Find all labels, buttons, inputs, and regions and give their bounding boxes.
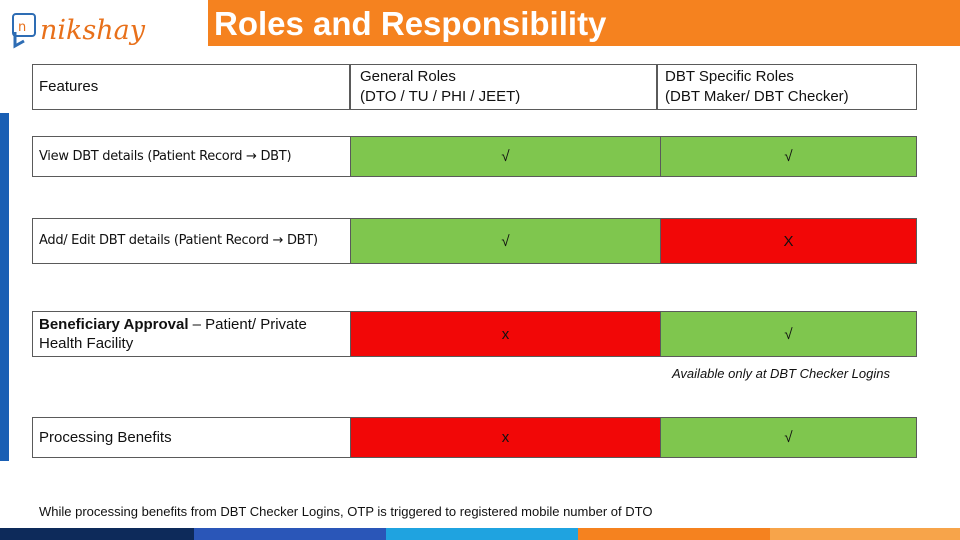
header-features: Features bbox=[32, 64, 350, 110]
header-dbt-roles: DBT Specific Roles (DBT Maker/ DBT Check… bbox=[657, 64, 917, 110]
logo-badge: n bbox=[18, 20, 26, 35]
footer-stripe-lightorange bbox=[770, 528, 960, 540]
general-cell-denied: x bbox=[350, 311, 661, 357]
cross-mark: X bbox=[783, 232, 794, 250]
check-mark: √ bbox=[784, 325, 793, 343]
feature-beneficiary-approval: Beneficiary Approval – Patient/ Private … bbox=[39, 315, 340, 353]
footer-stripe-lightblue bbox=[386, 528, 578, 540]
header-features-label: Features bbox=[39, 78, 99, 95]
header-general-roles: General Roles (DTO / TU / PHI / JEET) bbox=[350, 64, 657, 110]
dbt-cell-allowed: √ bbox=[660, 417, 917, 458]
header-dbt-line2: (DBT Maker/ DBT Checker) bbox=[665, 88, 849, 105]
table-row-feature: View DBT details (Patient Record → DBT) bbox=[32, 136, 351, 177]
header-dbt-line1: DBT Specific Roles bbox=[665, 68, 794, 85]
header-general-line1: General Roles bbox=[360, 68, 456, 85]
general-cell-denied: x bbox=[350, 417, 661, 458]
header-general-line2: (DTO / TU / PHI / JEET) bbox=[360, 88, 521, 105]
page-title: Roles and Responsibility bbox=[214, 5, 607, 42]
left-accent-bar bbox=[0, 113, 9, 461]
logo-wordmark: nikshay bbox=[40, 15, 146, 46]
check-mark: √ bbox=[784, 429, 793, 446]
footer-stripe-blue bbox=[194, 528, 386, 540]
general-cell-allowed: √ bbox=[350, 218, 661, 264]
table-row-feature: Processing Benefits bbox=[32, 417, 351, 458]
table-row-feature: Beneficiary Approval – Patient/ Private … bbox=[32, 311, 351, 357]
otp-footnote: While processing benefits from DBT Check… bbox=[39, 504, 653, 519]
cross-mark: x bbox=[501, 325, 510, 343]
title-bar: Roles and Responsibility bbox=[208, 0, 960, 46]
feature-beneficiary-approval-bold: Beneficiary Approval bbox=[39, 316, 189, 333]
dbt-cell-allowed: √ bbox=[660, 136, 917, 177]
feature-view-dbt-details: View DBT details (Patient Record → DBT) bbox=[39, 148, 292, 164]
dbt-cell-denied: X bbox=[660, 218, 917, 264]
general-cell-allowed: √ bbox=[350, 136, 661, 177]
feature-beneficiary-approval-rest: – Patient/ Private Health Facility bbox=[39, 316, 307, 352]
cross-mark: x bbox=[501, 429, 510, 446]
feature-processing-benefits: Processing Benefits bbox=[39, 429, 172, 446]
feature-add-edit-dbt-details: Add/ Edit DBT details (Patient Record → … bbox=[39, 233, 318, 248]
footer-stripe-orange bbox=[578, 528, 770, 540]
check-mark: √ bbox=[501, 148, 510, 165]
checker-note: Available only at DBT Checker Logins bbox=[672, 366, 890, 381]
nikshay-logo: n nikshay bbox=[12, 8, 152, 52]
table-row-feature: Add/ Edit DBT details (Patient Record → … bbox=[32, 218, 351, 264]
footer-stripe-navy bbox=[0, 528, 194, 540]
dbt-cell-allowed: √ bbox=[660, 311, 917, 357]
check-mark: √ bbox=[501, 232, 510, 250]
check-mark: √ bbox=[784, 148, 793, 165]
